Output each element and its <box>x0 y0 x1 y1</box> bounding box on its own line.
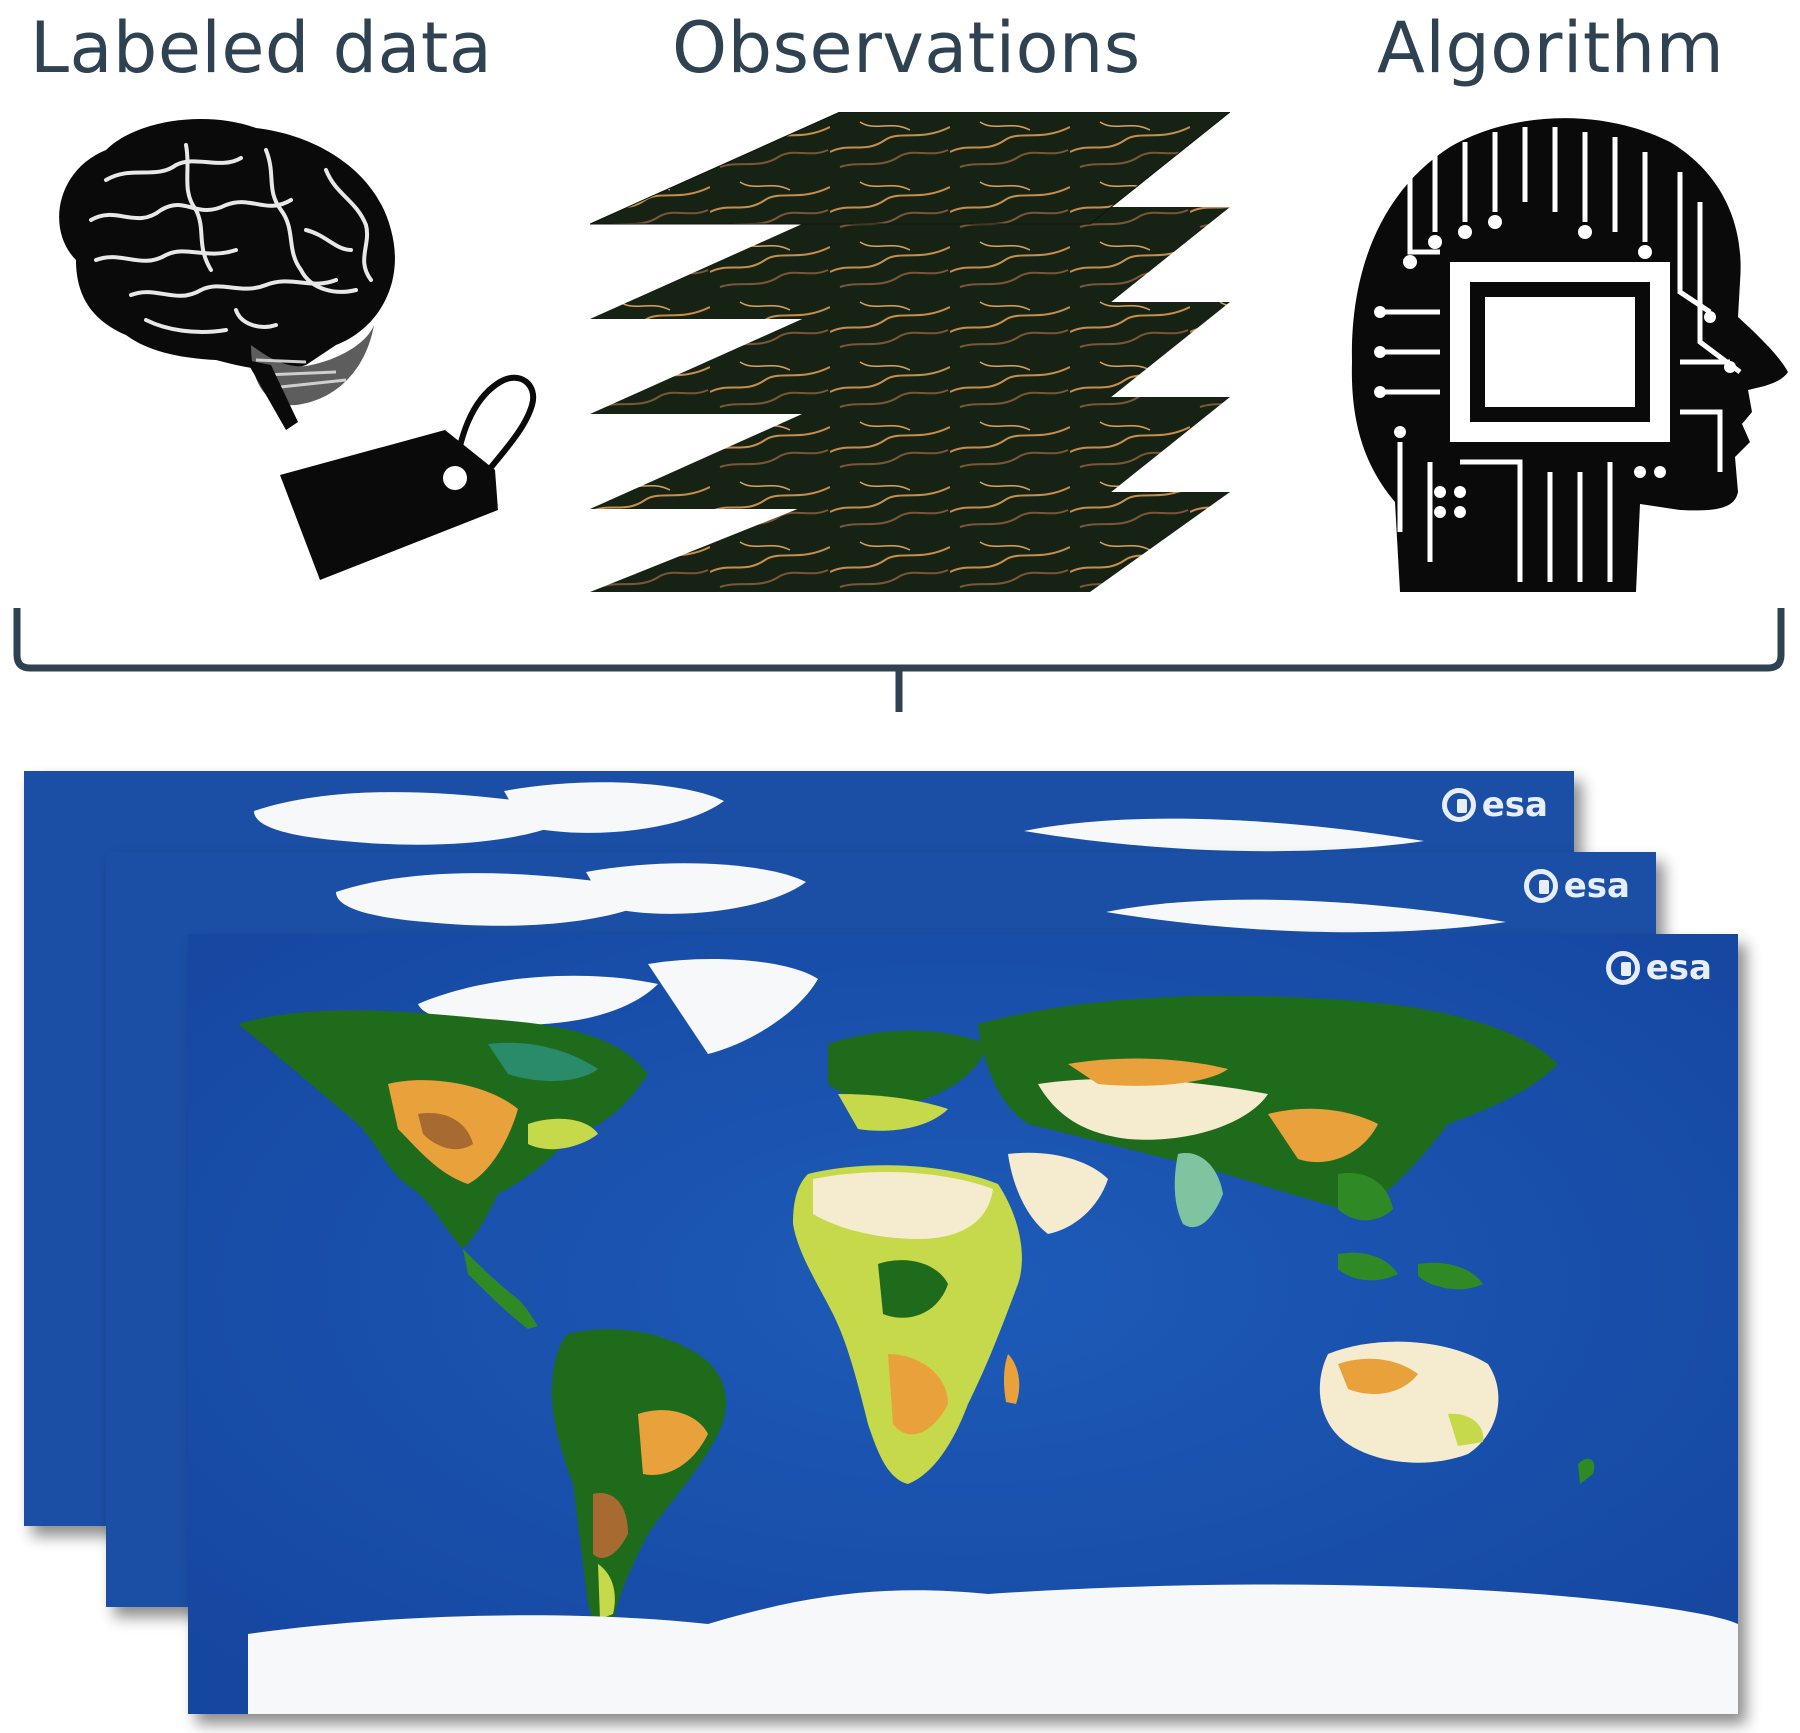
esa-logo-text: esa <box>1645 948 1712 988</box>
price-tag-icon <box>280 374 537 580</box>
circuit-head-icon <box>1351 118 1788 592</box>
esa-mark-icon <box>1441 788 1476 822</box>
esa-logo: esa <box>1523 866 1630 906</box>
world-land-cover-map-front: esa <box>188 934 1738 1714</box>
heading-algorithm: Algorithm <box>1377 7 1725 89</box>
heading-observations: Observations <box>672 7 1141 89</box>
satellite-image-stack-icon <box>590 112 1230 592</box>
esa-logo: esa <box>1441 785 1548 825</box>
esa-logo-text: esa <box>1481 785 1548 825</box>
esa-mark-icon <box>1605 951 1640 985</box>
bracket-connector <box>13 608 1785 712</box>
heading-labeled-data: Labeled data <box>30 7 493 89</box>
esa-mark-icon <box>1523 869 1558 903</box>
esa-logo: esa <box>1605 948 1712 988</box>
esa-logo-text: esa <box>1563 866 1630 906</box>
brain-icon <box>59 119 395 430</box>
